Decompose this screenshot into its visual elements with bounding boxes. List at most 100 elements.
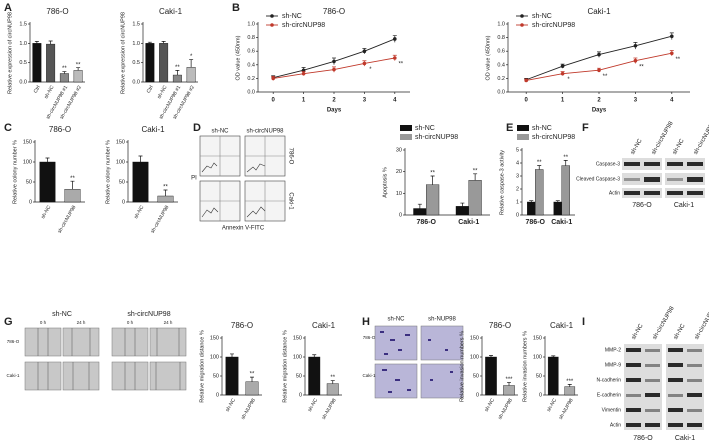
y-axis-label: Relative migration distance %: [282, 330, 288, 403]
panel-label: I: [582, 316, 585, 328]
point: [393, 56, 397, 60]
panel-label: H: [362, 316, 370, 328]
point: [670, 34, 674, 39]
protein-label: N-cadherin: [597, 377, 622, 383]
bar: [73, 70, 83, 83]
y-tick-label: 0.0: [247, 89, 255, 95]
chart-title: Caki-1: [550, 321, 574, 330]
bar: [59, 73, 69, 83]
y-tick-label: 100: [293, 354, 302, 360]
point: [393, 37, 397, 41]
y-tick-label: 150: [470, 335, 479, 341]
significance: **: [250, 372, 255, 378]
error-bar: [551, 355, 556, 357]
y-tick-label: 150: [23, 139, 32, 145]
row-label: 786-O: [7, 339, 20, 344]
y-tick-label: 1.0: [19, 41, 27, 47]
x-tick-label: 2: [597, 98, 601, 104]
bar: [547, 356, 559, 396]
y-tick-label: 0.0: [19, 79, 27, 85]
y-tick-label: 0.0: [497, 89, 505, 95]
significance: **: [563, 155, 568, 161]
y-axis-label: Relative migration distance %: [199, 330, 205, 403]
point: [560, 71, 565, 76]
protein-label: Actin: [609, 190, 620, 196]
flow-row: 786-O: [287, 148, 293, 165]
protein-label: Cleaved Caspase-3: [576, 176, 620, 182]
row-label: Caki-1: [362, 373, 376, 378]
error-bar: [76, 67, 81, 71]
y-tick-label: 0: [399, 212, 402, 218]
point: [301, 68, 306, 73]
protein-label: MMP-9: [605, 362, 621, 368]
bar: [46, 43, 56, 83]
error-bar: [70, 180, 75, 190]
y-tick-label: 0.8: [247, 35, 255, 41]
y-tick-label: 2: [516, 186, 519, 192]
chart-title: 786-O: [231, 321, 253, 330]
legend-label: sh-circNUP98: [282, 22, 325, 29]
y-axis-label: Apoptosis %: [382, 167, 388, 198]
legend-marker: [270, 23, 274, 27]
bar: [326, 383, 339, 396]
x-tick-label: sh-NC: [133, 204, 145, 220]
x-tick-label: Ctrl: [33, 85, 42, 95]
significance: **: [330, 375, 335, 381]
invasion-images: [374, 325, 464, 399]
bar: [527, 201, 536, 216]
significance: **: [163, 185, 168, 191]
row-label: Caki-1: [6, 373, 20, 378]
protein-label: Vimentin: [602, 407, 622, 413]
point: [633, 58, 638, 63]
error-bar: [507, 382, 511, 386]
y-tick-label: 0.0: [132, 79, 140, 85]
x-axis-label: Days: [327, 108, 342, 114]
x-tick-label: Ctrl: [146, 85, 155, 95]
error-bar: [460, 202, 465, 207]
group-label: sh-circNUP98: [127, 311, 170, 318]
error-bar: [250, 376, 254, 382]
y-tick-label: 0.2: [247, 76, 255, 82]
y-tick-label: 0.8: [497, 35, 505, 41]
y-axis-label: Relative invasion numbers %: [459, 331, 465, 402]
chart-title: Caki-1: [312, 321, 336, 330]
x-axis-label: Days: [592, 108, 607, 114]
point: [271, 76, 276, 81]
panel-label: E: [506, 122, 513, 134]
point: [597, 52, 601, 57]
bar: [468, 180, 482, 216]
y-tick-label: 100: [533, 354, 542, 360]
error-bar: [138, 155, 143, 162]
x-tick-label: sh-NC: [484, 397, 496, 413]
panel-label: G: [4, 316, 13, 328]
panel-label: B: [232, 2, 240, 14]
chart-title: 786-O: [489, 321, 511, 330]
y-tick-label: 0.6: [497, 49, 505, 55]
y-tick-label: 0: [516, 212, 519, 218]
significance: **: [430, 171, 435, 177]
significance: **: [76, 62, 81, 68]
error-bar: [230, 353, 234, 357]
error-bar: [417, 203, 422, 209]
y-tick-label: 0.5: [19, 60, 27, 66]
error-bar: [529, 200, 534, 202]
y-tick-label: 1.0: [247, 21, 255, 27]
legend-swatch: [517, 125, 529, 131]
cell-label: Caki-1: [674, 202, 694, 209]
bar: [225, 356, 239, 396]
error-bar: [489, 355, 493, 357]
error-bar: [473, 173, 478, 181]
error-bar: [62, 71, 67, 74]
group-label: sh-NC: [52, 311, 72, 318]
y-tick-label: 4: [516, 160, 519, 166]
x-tick-label: 786-O: [526, 219, 546, 226]
bar: [308, 356, 321, 396]
significance: **: [603, 74, 608, 80]
x-tick-label: sh-NUP98: [321, 397, 338, 420]
x-tick-label: sh-NC: [43, 84, 55, 100]
legend-marker: [520, 23, 524, 27]
y-tick-label: 50: [119, 179, 125, 185]
lane-label: sh-NC: [672, 137, 686, 155]
legend-label: sh-circNUP98: [532, 134, 575, 141]
y-axis-label: Relative expression of circNUP98: [120, 12, 126, 94]
